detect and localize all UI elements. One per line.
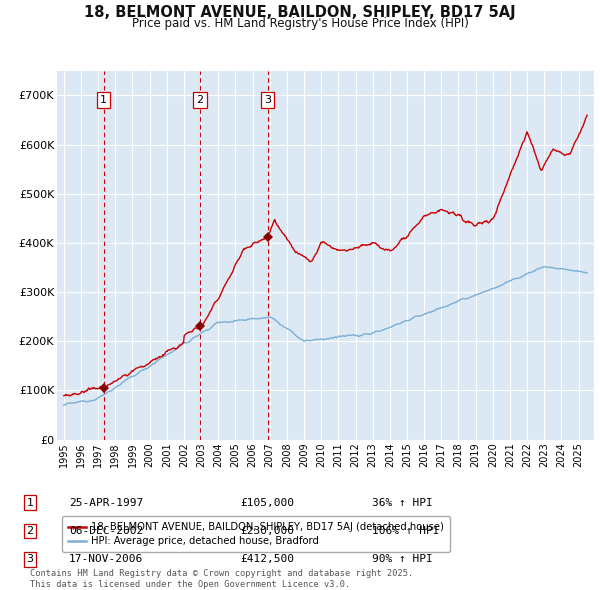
Text: 25-APR-1997: 25-APR-1997 — [69, 498, 143, 507]
Text: 1: 1 — [26, 498, 34, 507]
Text: 90% ↑ HPI: 90% ↑ HPI — [372, 555, 433, 564]
Text: 3: 3 — [26, 555, 34, 564]
Text: 18, BELMONT AVENUE, BAILDON, SHIPLEY, BD17 5AJ: 18, BELMONT AVENUE, BAILDON, SHIPLEY, BD… — [84, 5, 516, 19]
Text: £412,500: £412,500 — [240, 555, 294, 564]
Text: 17-NOV-2006: 17-NOV-2006 — [69, 555, 143, 564]
Text: 2: 2 — [196, 96, 203, 105]
Text: 2: 2 — [26, 526, 34, 536]
Legend: 18, BELMONT AVENUE, BAILDON, SHIPLEY, BD17 5AJ (detached house), HPI: Average pr: 18, BELMONT AVENUE, BAILDON, SHIPLEY, BD… — [62, 516, 450, 552]
Text: £105,000: £105,000 — [240, 498, 294, 507]
Text: 106% ↑ HPI: 106% ↑ HPI — [372, 526, 439, 536]
Text: 36% ↑ HPI: 36% ↑ HPI — [372, 498, 433, 507]
Text: Contains HM Land Registry data © Crown copyright and database right 2025.
This d: Contains HM Land Registry data © Crown c… — [30, 569, 413, 589]
Text: 3: 3 — [264, 96, 271, 105]
Text: £230,000: £230,000 — [240, 526, 294, 536]
Text: Price paid vs. HM Land Registry's House Price Index (HPI): Price paid vs. HM Land Registry's House … — [131, 17, 469, 30]
Text: 1: 1 — [100, 96, 107, 105]
Text: 06-DEC-2002: 06-DEC-2002 — [69, 526, 143, 536]
